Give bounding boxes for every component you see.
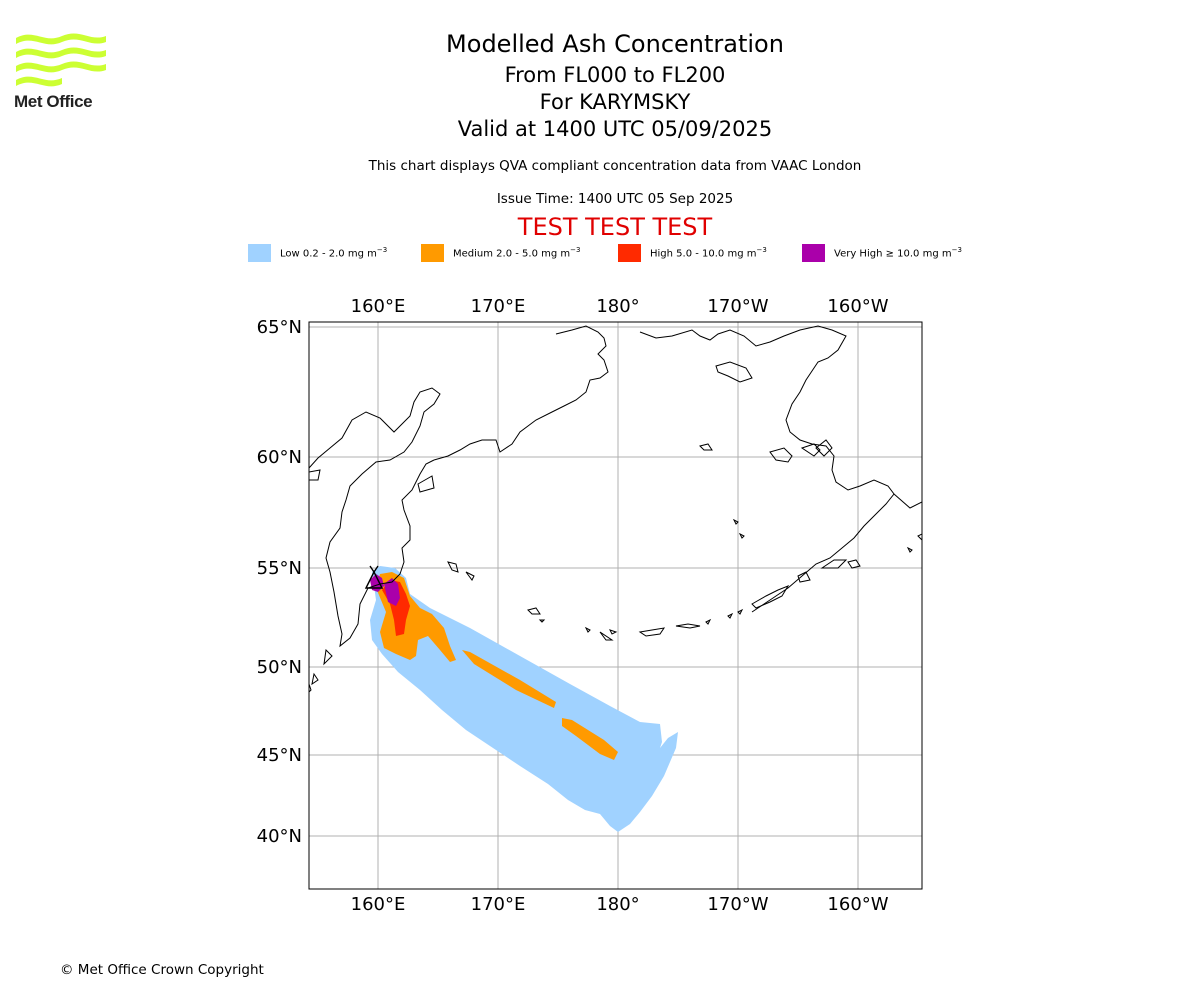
lat-tick: 45°N — [257, 745, 302, 766]
lon-tick-top: 170°W — [707, 296, 768, 317]
lon-tick-top: 160°W — [827, 296, 888, 317]
legend-item-high: High 5.0 - 10.0 mg m−3 — [618, 244, 767, 262]
lon-tick-bottom: 170°E — [471, 894, 526, 915]
legend-swatch-medium — [421, 244, 444, 262]
legend-label-very-high: Very High ≥ 10.0 mg m−3 — [834, 246, 962, 260]
lon-tick-bottom: 180° — [596, 894, 639, 915]
volcano-marker-icon — [364, 565, 384, 589]
concentration-legend: Low 0.2 - 2.0 mg m−3 Medium 2.0 - 5.0 mg… — [0, 244, 1200, 264]
lat-tick: 40°N — [257, 826, 302, 847]
chart-title: Modelled Ash Concentration — [446, 30, 784, 58]
ash-very-high-core-2 — [384, 578, 400, 606]
lat-tick: 60°N — [257, 447, 302, 468]
lon-tick-top: 170°E — [471, 296, 526, 317]
flight-level-range: From FL000 to FL200 — [504, 63, 726, 87]
legend-item-very-high: Very High ≥ 10.0 mg m−3 — [802, 244, 962, 262]
legend-label-medium: Medium 2.0 - 5.0 mg m−3 — [453, 246, 581, 260]
lon-tick-top: 180° — [596, 296, 639, 317]
lat-tick: 65°N — [257, 317, 302, 338]
lon-tick-bottom: 160°E — [351, 894, 406, 915]
met-office-logo: Met Office — [14, 30, 109, 112]
met-office-wave-icon — [16, 33, 106, 87]
volcano-name: For KARYMSKY — [539, 90, 691, 114]
legend-label-low: Low 0.2 - 2.0 mg m−3 — [280, 246, 388, 260]
map-frame — [308, 321, 923, 890]
lat-tick: 50°N — [257, 657, 302, 678]
met-office-logo-text: Met Office — [14, 92, 93, 111]
lon-tick-top: 160°E — [351, 296, 406, 317]
issue-time: Issue Time: 1400 UTC 05 Sep 2025 — [496, 191, 734, 207]
ash-low-plume — [370, 566, 678, 832]
lon-tick-bottom: 170°W — [707, 894, 768, 915]
legend-item-low: Low 0.2 - 2.0 mg m−3 — [248, 244, 387, 262]
graticule — [309, 322, 922, 889]
ash-medium-band-2 — [562, 718, 618, 760]
coastlines — [309, 325, 922, 693]
legend-swatch-low — [248, 244, 271, 262]
ash-medium-band-1 — [462, 650, 556, 708]
lon-tick-bottom: 160°W — [827, 894, 888, 915]
legend-item-medium: Medium 2.0 - 5.0 mg m−3 — [421, 244, 580, 262]
test-banner: TEST TEST TEST — [517, 213, 713, 241]
legend-label-high: High 5.0 - 10.0 mg m−3 — [650, 246, 767, 260]
copyright-notice: © Met Office Crown Copyright — [60, 962, 264, 978]
chart-description: This chart displays QVA compliant concen… — [368, 158, 862, 174]
valid-time: Valid at 1400 UTC 05/09/2025 — [457, 117, 773, 141]
lat-tick: 55°N — [257, 558, 302, 579]
legend-swatch-very-high — [802, 244, 825, 262]
legend-swatch-high — [618, 244, 641, 262]
